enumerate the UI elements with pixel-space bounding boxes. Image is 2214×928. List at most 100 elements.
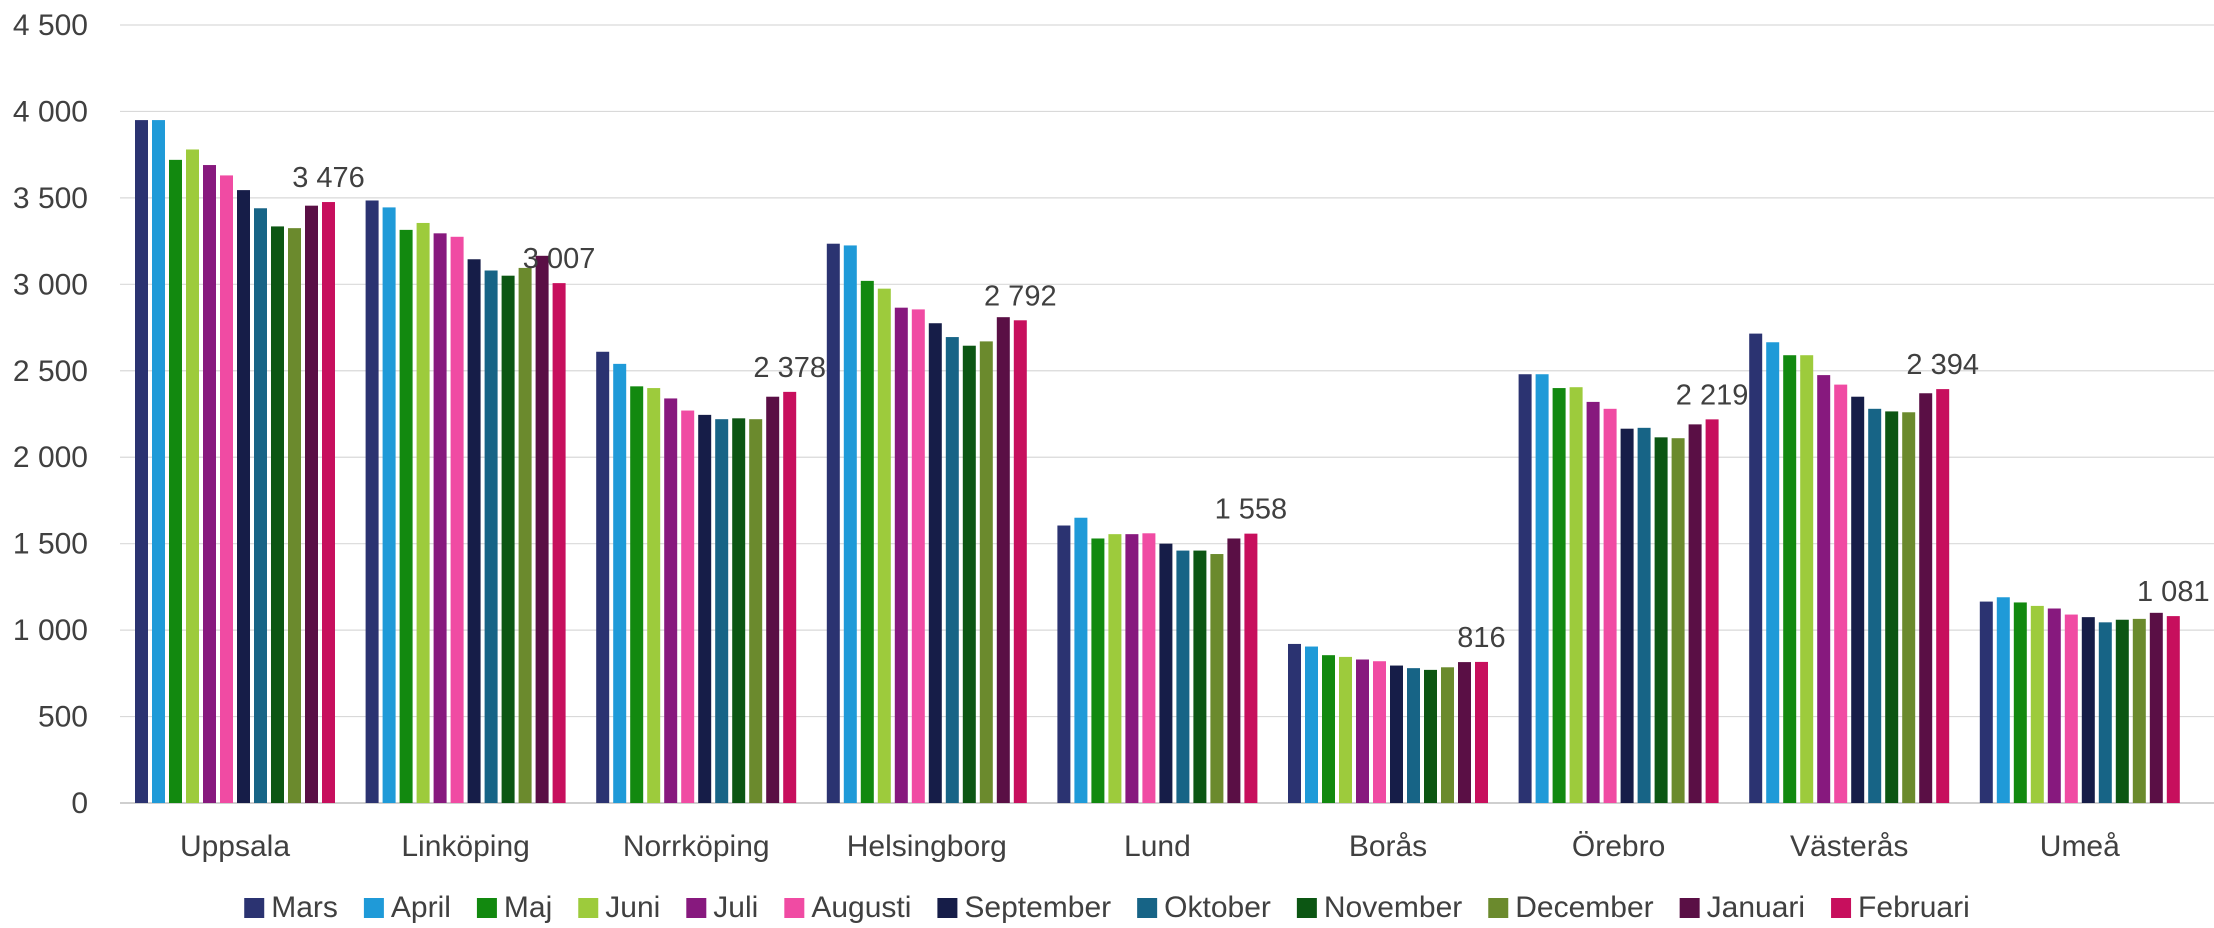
data-label-orebro: 2 219 [1676,379,1749,411]
y-tick-label: 4 000 [13,95,88,128]
bar-helsingborg-september [928,323,942,803]
bar-vasteras-april [1766,342,1780,803]
bar-uppsala-maj [169,159,182,803]
bar-uppsala-februari [322,202,335,804]
bar-orebro-maj [1552,388,1566,803]
bar-vasteras-augusti [1834,384,1848,803]
data-label-helsingborg: 2 792 [984,280,1057,312]
x-tick-label-umea: Umeå [2040,830,2120,863]
bar-norrkoping-september [698,414,712,803]
legend-label: Mars [271,891,338,923]
bar-lund-juni [1108,534,1122,803]
bar-umea-augusti [2064,614,2078,803]
bar-uppsala-juni [186,149,199,804]
bar-linkoping-augusti [450,236,464,804]
legend-item-juli: Juli [686,891,758,924]
bar-linkoping-mars [365,200,379,803]
legend-label: Augusti [811,891,911,923]
bar-boras-december [1441,667,1454,803]
bar-norrkoping-juni [647,388,661,803]
bar-norrkoping-maj [630,386,644,803]
bar-boras-maj [1322,655,1335,803]
bar-uppsala-september [237,190,250,803]
legend-label: Februari [1858,891,1970,923]
bar-vasteras-februari [1936,389,1950,803]
bar-vasteras-december [1902,412,1916,803]
bar-boras-november [1424,669,1437,803]
bar-norrkoping-april [613,363,627,803]
bar-orebro-december [1671,438,1685,803]
bar-linkoping-november [501,275,515,803]
bar-helsingborg-maj [860,280,874,803]
bar-umea-april [1996,597,2010,803]
bar-umea-juni [2030,605,2044,803]
legend-swatch [784,898,805,918]
bar-uppsala-juli [203,165,216,804]
bar-boras-februari [1475,661,1488,803]
data-label-uppsala: 3 476 [292,162,365,194]
bar-helsingborg-januari [996,317,1010,803]
bar-lund-januari [1227,538,1241,803]
y-tick-label: 4 500 [13,9,88,42]
legend-item-februari: Februari [1831,891,1970,924]
y-tick-label: 3 500 [13,182,88,215]
bar-helsingborg-december [979,341,993,803]
bar-vasteras-juli [1817,375,1831,803]
bar-uppsala-mars [135,120,148,804]
x-tick-label-lund: Lund [1124,830,1191,863]
bar-uppsala-april [152,120,165,804]
bar-vasteras-maj [1783,355,1797,803]
legend-swatch [1488,898,1509,918]
bar-boras-mars [1288,643,1301,803]
data-label-boras: 816 [1457,622,1505,654]
bar-uppsala-augusti [220,175,233,803]
bar-vasteras-november [1885,411,1899,803]
bar-vasteras-september [1851,396,1865,803]
y-tick-label: 3 000 [13,268,88,301]
bar-linkoping-januari [535,255,549,804]
bar-norrkoping-december [749,419,763,803]
bar-boras-september [1390,665,1403,803]
bar-orebro-april [1535,374,1549,803]
legend-label: Maj [504,891,552,923]
legend-swatch [686,898,707,918]
bar-norrkoping-juli [664,398,678,803]
bar-lund-oktober [1176,550,1190,803]
legend-label: December [1515,891,1653,923]
bar-umea-december [2132,618,2146,803]
legend-label: September [964,891,1111,923]
bar-umea-oktober [2098,622,2112,803]
bar-boras-juni [1339,656,1352,803]
legend-swatch [1296,898,1317,918]
bar-orebro-mars [1518,374,1532,803]
bar-linkoping-oktober [484,270,498,804]
legend-swatch [1831,898,1852,918]
bar-helsingborg-november [962,345,976,803]
bar-orebro-februari [1705,419,1719,803]
bar-orebro-juli [1586,401,1600,803]
bar-boras-oktober [1407,668,1420,803]
bar-linkoping-februari [552,283,566,803]
bar-helsingborg-mars [826,243,840,803]
bar-orebro-november [1654,437,1668,803]
bar-helsingborg-april [843,245,857,803]
bar-boras-april [1305,646,1318,803]
legend-item-mars: Mars [244,891,338,924]
bar-lund-december [1210,554,1224,803]
x-tick-label-uppsala: Uppsala [180,830,290,863]
bar-lund-november [1193,550,1207,803]
bar-norrkoping-januari [766,396,780,803]
x-tick-label-boras: Borås [1349,830,1427,863]
bar-orebro-augusti [1603,408,1617,803]
data-label-lund: 1 558 [1215,494,1288,526]
x-tick-label-norrkoping: Norrköping [623,830,770,863]
legend-item-maj: Maj [476,891,552,924]
bar-uppsala-december [288,228,301,804]
bar-umea-maj [2013,602,2027,803]
bar-uppsala-november [271,226,284,804]
y-tick-label: 1 500 [13,528,88,561]
bar-lund-september [1159,543,1173,803]
bar-norrkoping-november [732,418,746,803]
legend-item-november: November [1296,891,1462,924]
